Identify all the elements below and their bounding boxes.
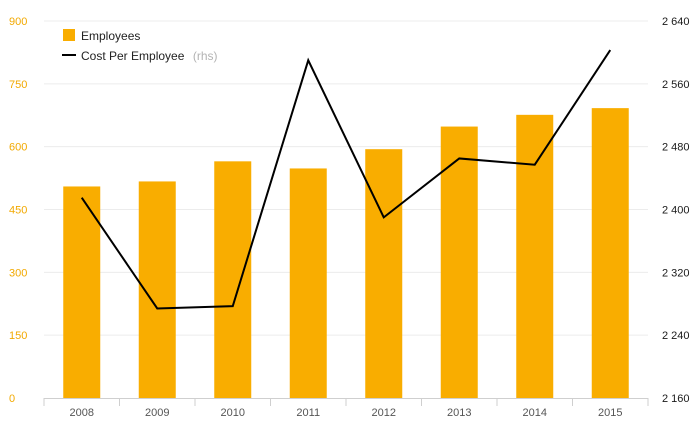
x-tick-label: 2010	[221, 407, 245, 419]
legend-swatch-employees	[63, 29, 75, 41]
legend-label-employees: Employees	[81, 29, 140, 43]
y-right-tick-label: 2 560	[662, 79, 690, 91]
x-tick-label: 2015	[598, 407, 622, 419]
bar-employees	[214, 161, 252, 398]
x-tick-label: 2008	[70, 407, 94, 419]
legend-label-cost-text: Cost Per Employee	[81, 49, 185, 63]
bar-employees	[440, 126, 478, 398]
bar-employees	[591, 108, 629, 398]
y-left-tick-label: 900	[9, 16, 27, 28]
y-left-tick-label: 300	[9, 267, 27, 279]
gridlines	[44, 20, 648, 336]
legend-label-cost: Cost Per Employee (rhs)	[81, 47, 218, 64]
cost-line-group	[80, 49, 612, 310]
y-right-tick-label: 2 240	[662, 330, 690, 342]
y-left-tick-label: 0	[9, 393, 15, 405]
y-right-tick-label: 2 160	[662, 393, 690, 405]
y-right-tick-label: 2 400	[662, 205, 690, 217]
y-right-tick-label: 2 320	[662, 267, 690, 279]
x-tick-label: 2014	[523, 407, 547, 419]
y-right-tick-label: 2 640	[662, 16, 690, 28]
x-tick-label: 2012	[372, 407, 396, 419]
line-cost-per-employee	[80, 49, 612, 310]
bar-employees	[63, 186, 101, 398]
bar-employees	[365, 149, 403, 398]
legend: Employees Cost Per Employee (rhs)	[62, 29, 218, 64]
y-right-tick-label: 2 480	[662, 142, 690, 154]
y-left-tick-label: 450	[9, 205, 27, 217]
y-left-tick-label: 750	[9, 79, 27, 91]
x-tick-label: 2011	[296, 407, 320, 419]
axes: 0 150 300 450 600 750 900 2 160 2 240 2 320 2 400 2…	[9, 16, 690, 419]
legend-label-cost-suffix: (rhs)	[193, 49, 218, 63]
x-tick-label: 2013	[447, 407, 471, 419]
bar-employees	[516, 114, 554, 398]
x-tick-label: 2009	[145, 407, 169, 419]
bar-employees	[289, 168, 327, 398]
y-left-tick-label: 150	[9, 330, 27, 342]
y-left-tick-label: 600	[9, 142, 27, 154]
employee-bars	[63, 108, 629, 398]
